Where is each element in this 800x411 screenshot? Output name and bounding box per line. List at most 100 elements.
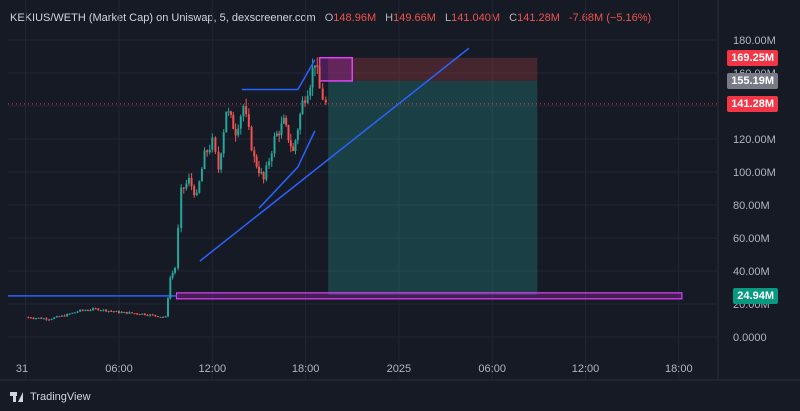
stop-loss-zone[interactable] bbox=[328, 57, 538, 81]
candle-body bbox=[280, 123, 283, 136]
candle-body bbox=[316, 65, 319, 67]
candle-body bbox=[136, 313, 139, 315]
candle-body bbox=[260, 172, 263, 174]
candle-body bbox=[68, 313, 71, 315]
high-value: 149.66M bbox=[393, 12, 436, 24]
candle-body bbox=[149, 314, 152, 316]
candle-body bbox=[237, 128, 240, 136]
candle-body bbox=[200, 168, 203, 182]
candle-body bbox=[102, 309, 105, 311]
candle-body bbox=[229, 111, 232, 115]
candle-body bbox=[138, 314, 141, 316]
candle-body bbox=[268, 161, 271, 166]
candle-body bbox=[257, 166, 260, 173]
candle-body bbox=[299, 114, 302, 130]
candle-body bbox=[66, 313, 69, 317]
x-tick-label: 2025 bbox=[387, 363, 411, 375]
trendline[interactable] bbox=[199, 47, 470, 262]
candle-body bbox=[60, 315, 63, 317]
candle-body bbox=[27, 317, 30, 319]
y-tick-label: 100.00M bbox=[733, 167, 776, 179]
candle-body bbox=[32, 318, 35, 320]
candle-body bbox=[76, 311, 79, 313]
candle-body bbox=[270, 153, 273, 162]
close-label: C bbox=[509, 12, 518, 24]
candle-body bbox=[222, 132, 225, 154]
candle-body bbox=[110, 310, 113, 312]
candle-body bbox=[304, 100, 307, 103]
tradingview-brand: TradingView bbox=[30, 391, 91, 403]
candle-body bbox=[112, 311, 115, 313]
candle-body bbox=[128, 312, 131, 314]
candle-body bbox=[311, 67, 314, 88]
x-tick-label: 12:00 bbox=[199, 363, 227, 375]
footer[interactable]: TradingView bbox=[10, 391, 91, 403]
candle-body bbox=[242, 106, 245, 117]
candle-body bbox=[159, 316, 162, 318]
candle-body bbox=[154, 314, 157, 317]
x-tick-label: 06:00 bbox=[478, 363, 506, 375]
candle-body bbox=[313, 65, 316, 68]
price-tag: 169.25M bbox=[727, 49, 778, 66]
candle-body bbox=[255, 156, 258, 167]
candle-body bbox=[214, 137, 217, 152]
candle-body bbox=[133, 313, 136, 315]
price-tag: 141.28M bbox=[727, 95, 778, 112]
candle-body bbox=[208, 149, 211, 153]
candle-body bbox=[292, 146, 295, 151]
close-value: 141.28M bbox=[517, 12, 560, 24]
candle-body bbox=[278, 133, 281, 136]
candle-body bbox=[206, 150, 209, 153]
flag-upper-line[interactable] bbox=[241, 59, 316, 91]
candle-body bbox=[239, 116, 242, 129]
candle-body bbox=[120, 312, 123, 314]
candle-body bbox=[37, 317, 40, 319]
candle-body bbox=[45, 318, 48, 320]
candle-body bbox=[285, 117, 288, 126]
candle-body bbox=[321, 88, 324, 100]
low-label: L bbox=[445, 12, 452, 24]
candle-body bbox=[287, 125, 290, 141]
candle-body bbox=[180, 187, 183, 228]
candle-body bbox=[166, 298, 169, 317]
candle-body bbox=[50, 318, 53, 320]
candle-body bbox=[193, 186, 196, 196]
price-tag: 155.19M bbox=[727, 72, 778, 89]
candle-body bbox=[79, 309, 82, 312]
candle-body bbox=[301, 100, 304, 115]
candle-body bbox=[125, 311, 128, 314]
support-zone[interactable] bbox=[175, 292, 683, 300]
candle-body bbox=[141, 313, 144, 315]
candle-body bbox=[250, 126, 253, 151]
open-label: O bbox=[324, 12, 334, 24]
candle-body bbox=[296, 129, 299, 141]
candle-body bbox=[123, 311, 126, 313]
y-tick-label: 0.0000 bbox=[733, 332, 767, 344]
candle-body bbox=[42, 318, 45, 320]
candle-body bbox=[118, 311, 120, 313]
candle-body bbox=[94, 308, 97, 310]
entry-box[interactable] bbox=[318, 56, 353, 82]
x-tick-label: 06:00 bbox=[105, 363, 133, 375]
candle-body bbox=[164, 316, 167, 318]
y-tick-label: 180.00M bbox=[733, 35, 776, 47]
flag-lower-line[interactable] bbox=[258, 130, 316, 209]
candle-body bbox=[318, 66, 321, 89]
candle-body bbox=[177, 227, 180, 269]
candle-body bbox=[282, 117, 285, 124]
candle-body bbox=[151, 314, 154, 316]
candle-body bbox=[253, 150, 256, 157]
y-tick-label: 120.00M bbox=[733, 134, 776, 146]
candle-body bbox=[185, 183, 188, 189]
candle-body bbox=[92, 308, 95, 310]
candle-body bbox=[35, 318, 38, 320]
open-value: 148.96M bbox=[333, 12, 377, 24]
x-tick-label: 18:00 bbox=[665, 363, 693, 375]
candle-body bbox=[58, 316, 61, 318]
candle-body bbox=[306, 95, 309, 103]
candle-body bbox=[146, 315, 149, 317]
candle-body bbox=[234, 128, 237, 136]
candle-body bbox=[265, 165, 268, 180]
take-profit-zone[interactable] bbox=[328, 80, 538, 295]
